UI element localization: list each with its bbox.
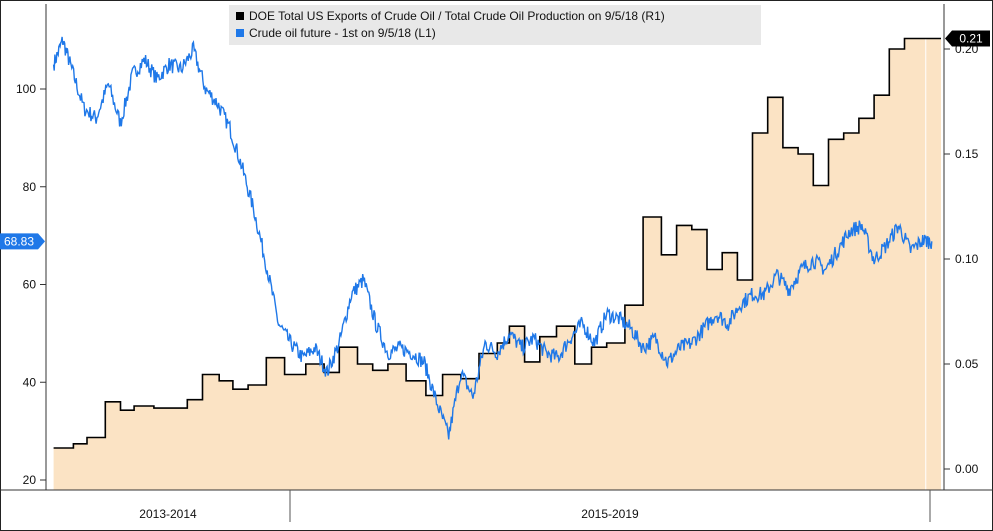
left-tick-label: 20 — [23, 473, 37, 487]
plot-area — [52, 36, 942, 490]
legend-swatch — [236, 29, 244, 37]
right-tick-label: 0.05 — [955, 357, 979, 371]
legend-label: Crude oil future - 1st on 9/5/18 (L1) — [249, 26, 436, 40]
left-last-value-badge — [0, 233, 45, 250]
left-tick-label: 40 — [23, 375, 37, 389]
export-ratio-line — [53, 37, 941, 449]
right-tick-label: 0.10 — [955, 252, 979, 266]
left-tick-label: 80 — [23, 180, 37, 194]
legend-swatch — [236, 12, 244, 20]
left-tick-label: 100 — [16, 82, 36, 96]
legend-box — [229, 5, 761, 45]
legend: DOE Total US Exports of Crude Oil / Tota… — [229, 5, 761, 45]
period-label-2013-2014: 2013-2014 — [139, 507, 197, 521]
period-label-2015-2019: 2015-2019 — [581, 507, 639, 521]
period-labels: 2013-2014 2015-2019 — [139, 507, 639, 521]
legend-label: DOE Total US Exports of Crude Oil / Tota… — [249, 9, 665, 23]
left-last-value: 68.83 — [4, 234, 34, 248]
right-tick-label: 0.00 — [955, 462, 979, 476]
crude-oil-line — [52, 36, 933, 440]
right-last-value: 0.21 — [959, 32, 983, 46]
export-ratio-area — [53, 38, 942, 490]
right-last-value-badge — [945, 30, 990, 47]
right-tick-label: 0.15 — [955, 147, 979, 161]
left-tick-label: 60 — [23, 278, 37, 292]
